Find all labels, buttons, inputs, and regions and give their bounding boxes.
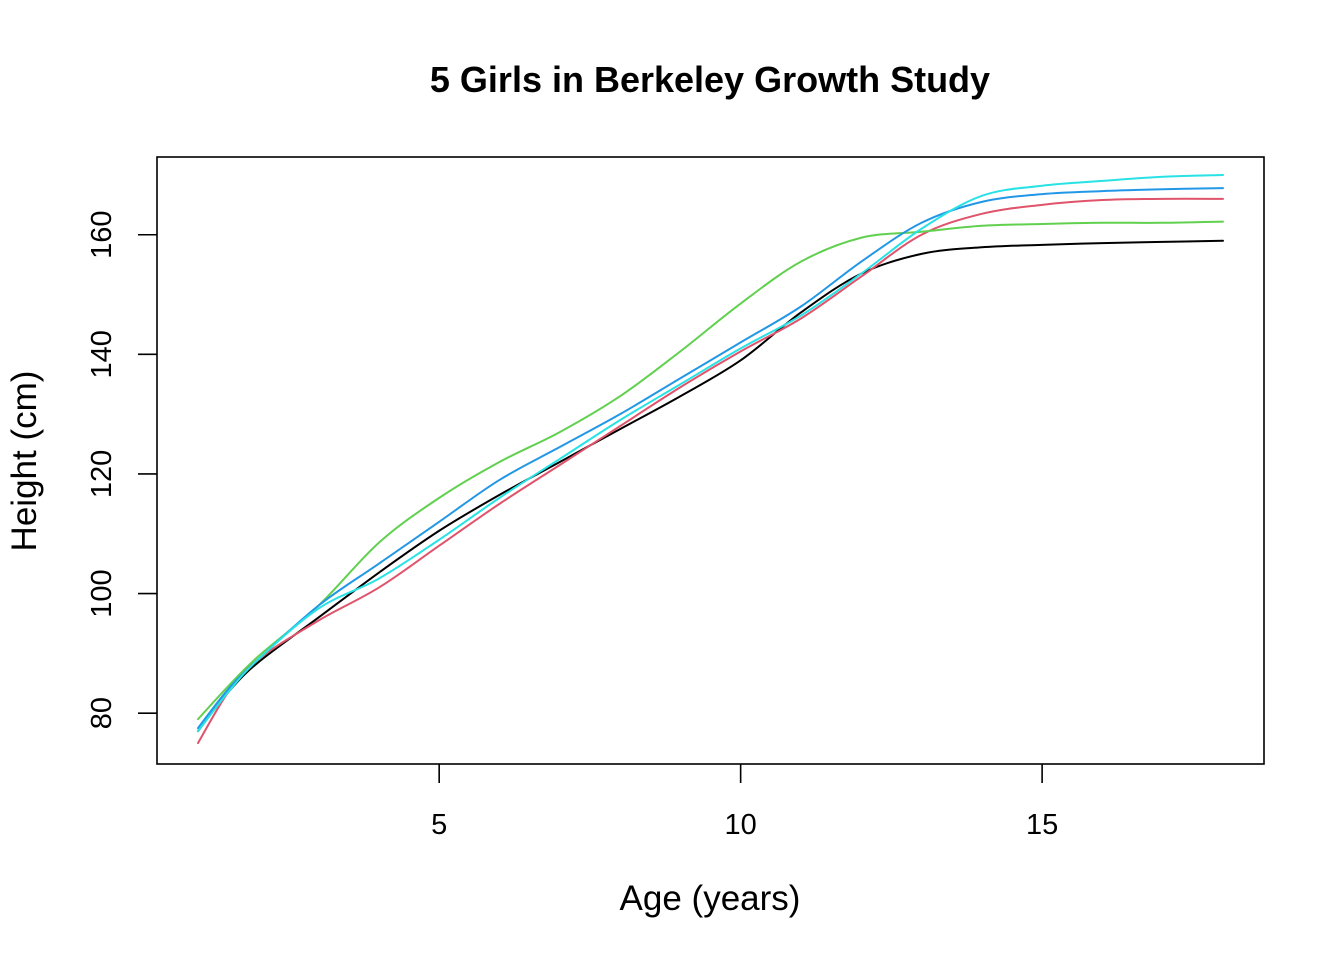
chart-title: 5 Girls in Berkeley Growth Study [430, 59, 990, 100]
y-axis: 80 100 120 140 160 [86, 211, 157, 729]
series-line-4 [197, 187, 1224, 730]
x-tick-label: 10 [725, 809, 757, 841]
x-tick-label: 5 [431, 809, 447, 841]
y-axis-title: Height (cm) [5, 371, 44, 552]
series-line-1 [197, 239, 1224, 733]
series-line-2 [197, 197, 1224, 745]
y-tick-label: 120 [86, 450, 118, 498]
y-tick-label: 140 [86, 330, 118, 378]
x-axis-title: Age (years) [620, 879, 801, 918]
plot-frame [156, 156, 1265, 765]
x-tick-label: 15 [1026, 809, 1058, 841]
x-axis: 5 10 15 [431, 764, 1058, 841]
y-tick-label: 80 [86, 697, 118, 729]
y-tick-label: 160 [86, 211, 118, 259]
series-line-5 [197, 173, 1224, 733]
y-tick-label: 100 [86, 569, 118, 617]
series-layer [197, 173, 1224, 745]
series-line-3 [197, 220, 1224, 721]
